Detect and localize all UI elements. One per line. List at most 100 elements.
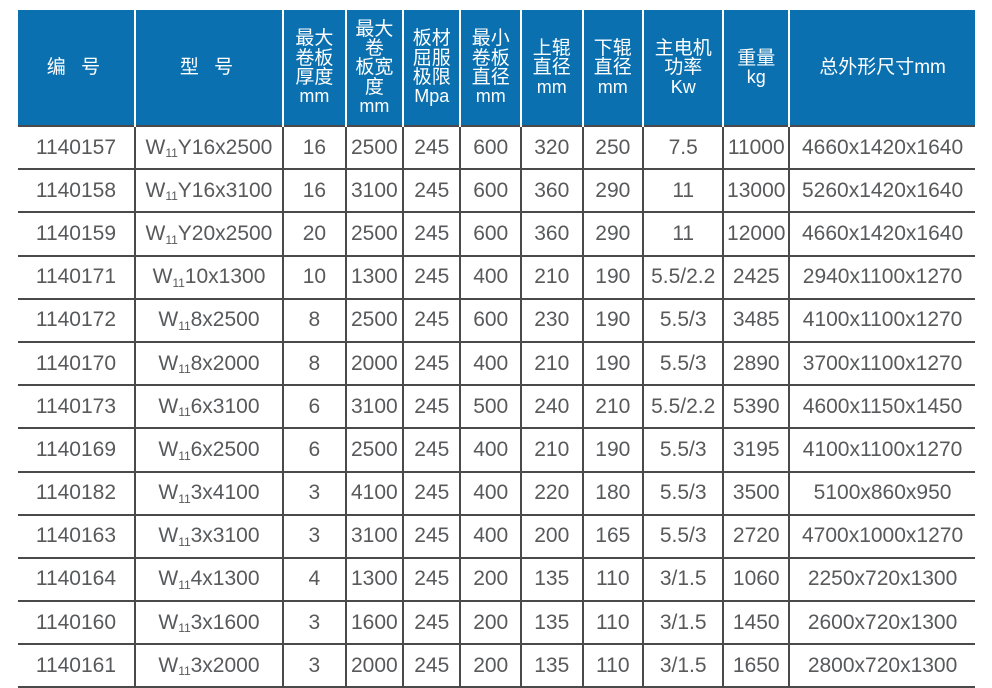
cell-code: 1140173	[18, 384, 135, 429]
column-header-line: 重量	[737, 47, 776, 69]
model-subscript: 11	[178, 318, 191, 333]
model-prefix: W	[158, 567, 179, 591]
cell-mindia: 200	[459, 600, 521, 645]
column-header-line: 板材	[412, 28, 451, 50]
table-row[interactable]: 1140170 W118x2000 8 2000 245 400 210 190 5.5/3 28…	[18, 340, 975, 386]
cell-toproll: 200	[519, 513, 583, 558]
cell-yield: 245	[402, 384, 461, 429]
cell-yield: 245	[402, 254, 461, 299]
model-prefix: W	[158, 653, 179, 677]
table-row[interactable]: 1140173 W116x3100 6 3100 245 500 240 210 5.5/2.2…	[18, 384, 975, 429]
model-prefix: W	[145, 178, 166, 202]
table-row[interactable]: 1140172 W118x2500 8 2500 245 600 230 190 5.5/3 34…	[18, 297, 975, 342]
cell-code: 1140161	[18, 643, 135, 688]
cell-code: 1140182	[18, 470, 135, 515]
cell-width: 1600	[344, 600, 404, 645]
cell-botroll: 110	[581, 556, 644, 602]
cell-weight: 3485	[722, 297, 790, 342]
cell-botroll: 190	[581, 427, 644, 472]
model-subscript: 11	[178, 578, 191, 593]
cell-yield: 245	[402, 600, 461, 645]
model-suffix: 6x2500	[190, 437, 260, 461]
cell-toproll: 135	[519, 600, 583, 645]
model-suffix: 10x1300	[184, 265, 266, 289]
table-row[interactable]: 1140169 W116x2500 6 2500 245 400 210 190 5.5/3 31…	[18, 427, 975, 472]
table-row[interactable]: 1140161 W113x2000 3 2000 245 200 135 110 3/1.5 16…	[18, 643, 975, 688]
cell-code: 1140170	[18, 340, 135, 386]
cell-overall: 3700x1100x1270	[788, 340, 975, 386]
table-row[interactable]: 1140164 W114x1300 4 1300 245 200 135 110 3/1.5 10…	[18, 556, 975, 602]
cell-overall: 4700x1000x1270	[788, 513, 975, 558]
cell-toproll: 320	[519, 124, 583, 170]
column-header-unit: mm	[597, 76, 628, 97]
cell-width: 4100	[344, 470, 404, 515]
table-row[interactable]: 1140158 W11Y16x3100 16 3100 245 600 360 290 11 13…	[18, 168, 975, 213]
table-row[interactable]: 1140160 W113x1600 3 1600 245 200 135 110 3/1.5 14…	[18, 600, 975, 645]
cell-toproll: 360	[519, 168, 583, 213]
column-header-line: 编 号	[46, 56, 106, 78]
cell-weight: 5390	[722, 384, 790, 429]
cell-overall: 4600x1150x1450	[788, 384, 975, 429]
cell-motor: 5.5/3	[642, 470, 724, 515]
cell-model: W118x2500	[133, 297, 284, 342]
cell-thickness: 3	[282, 600, 346, 645]
cell-thickness: 6	[282, 384, 346, 429]
spec-table-sheet: 编 号型 号最大 卷板 厚度 mm 最大卷板宽度 mm 板材 屈服 极限 Mpa 最小 卷板 直径 mm 上…	[18, 10, 975, 688]
cell-yield: 245	[402, 427, 461, 472]
cell-model: W11Y16x3100	[133, 168, 284, 213]
cell-model: W1110x1300	[133, 254, 284, 299]
model-prefix: W	[158, 394, 179, 418]
cell-thickness: 4	[282, 556, 346, 602]
model-prefix: W	[158, 351, 179, 375]
cell-yield: 245	[402, 513, 461, 558]
cell-toproll: 240	[519, 384, 583, 429]
cell-width: 1300	[344, 556, 404, 602]
cell-motor: 3/1.5	[642, 643, 724, 688]
cell-weight: 1450	[722, 600, 790, 645]
cell-toproll: 360	[519, 211, 583, 256]
table-row[interactable]: 1140159 W11Y20x2500 20 2500 245 600 360 290 11 12…	[18, 211, 975, 256]
cell-code: 1140159	[18, 211, 135, 256]
cell-mindia: 600	[459, 168, 521, 213]
column-header-line: 总外形尺寸mm	[819, 56, 946, 78]
model-suffix: 3x1600	[190, 610, 260, 634]
cell-code: 1140160	[18, 600, 135, 645]
column-header-line: 主电机	[654, 37, 712, 59]
cell-mindia: 600	[459, 211, 521, 256]
table-row[interactable]: 1140157 W11Y16x2500 16 2500 245 600 320 250 7.5 1…	[18, 124, 975, 170]
cell-yield: 245	[402, 124, 461, 170]
model-prefix: W	[158, 437, 179, 461]
column-header-unit: mm	[359, 96, 390, 117]
table-row[interactable]: 1140171 W1110x1300 10 1300 245 400 210 190 5.5/2…	[18, 254, 975, 299]
table-row[interactable]: 1140163 W113x3100 3 3100 245 400 200 165 5.5/3 27…	[18, 513, 975, 558]
cell-weight: 3195	[722, 427, 790, 472]
model-suffix: 3x4100	[190, 481, 260, 505]
cell-yield: 245	[402, 297, 461, 342]
cell-mindia: 400	[459, 254, 521, 299]
column-header-line: 下辊	[593, 37, 632, 59]
cell-width: 3100	[344, 384, 404, 429]
cell-motor: 3/1.5	[642, 600, 724, 645]
table-row[interactable]: 1140182 W113x4100 3 4100 245 400 220 180 5.5/3 35…	[18, 470, 975, 515]
column-header-line: 功率	[664, 57, 703, 79]
model-prefix: W	[145, 135, 166, 159]
model-prefix: W	[145, 221, 166, 245]
cell-motor: 11	[642, 211, 724, 256]
column-header-botroll: 下辊 直径 mm	[581, 10, 645, 126]
column-header-model: 型 号	[133, 10, 285, 126]
cell-mindia: 600	[459, 297, 521, 342]
model-subscript: 11	[178, 491, 191, 506]
cell-thickness: 16	[282, 168, 346, 213]
column-header-thickness: 最大 卷板 厚度 mm	[282, 10, 347, 126]
column-header-unit: mm	[299, 86, 330, 107]
cell-motor: 5.5/3	[642, 513, 724, 558]
cell-code: 1140171	[18, 254, 135, 299]
cell-weight: 2425	[722, 254, 790, 299]
column-header-line: 最大	[355, 18, 394, 40]
table-body: 1140157 W11Y16x2500 16 2500 245 600 320 250 7.5 1…	[18, 124, 975, 688]
model-suffix: 6x3100	[190, 394, 260, 418]
model-suffix: 8x2000	[190, 351, 260, 375]
cell-thickness: 3	[282, 470, 346, 515]
cell-toproll: 135	[519, 643, 583, 688]
cell-botroll: 210	[581, 384, 644, 429]
